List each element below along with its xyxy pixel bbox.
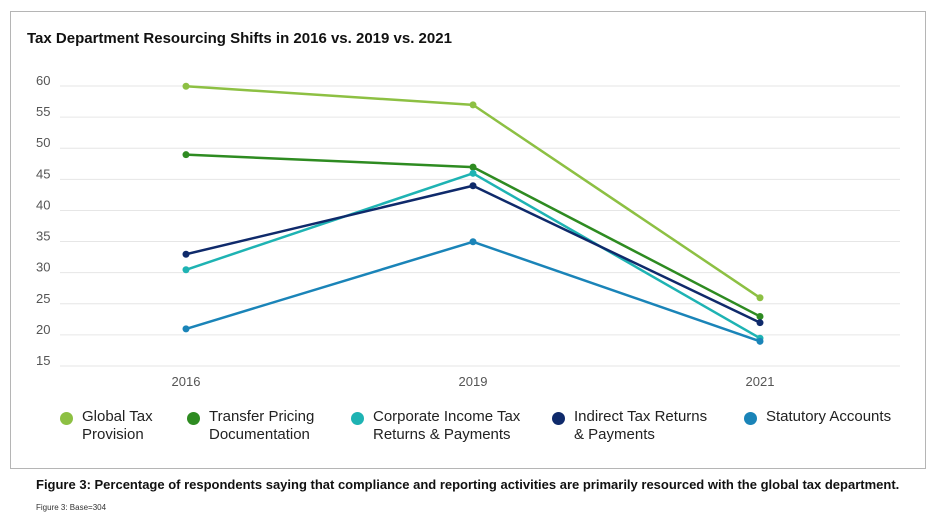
data-point [756, 337, 764, 345]
series-line [185, 240, 761, 343]
y-tick-label: 30 [36, 260, 50, 275]
data-point [756, 312, 764, 320]
y-tick-label: 25 [36, 291, 50, 306]
legend-label-line2: Provision [82, 426, 144, 443]
data-point [756, 294, 764, 302]
series-line [185, 84, 761, 299]
legend-marker [744, 412, 757, 425]
data-point [469, 163, 477, 171]
legend-label-line2: Documentation [209, 426, 310, 443]
y-tick-label: 35 [36, 229, 50, 244]
legend-label-line1: Indirect Tax Returns [574, 408, 708, 425]
data-point [182, 250, 190, 258]
data-point [469, 238, 477, 246]
figure-footnote: Figure 3: Base=304 [36, 503, 107, 512]
legend-item-transfer-pricing: Transfer Pricing Documentation [187, 408, 314, 444]
legend-label-line1: Statutory Accounts [766, 408, 892, 425]
data-point [182, 82, 190, 90]
legend-item-indirect-tax: Indirect Tax Returns & Payments [552, 408, 707, 444]
y-tick-label: 45 [36, 166, 50, 181]
x-tick-label: 2019 [459, 374, 488, 389]
data-point [182, 266, 190, 274]
figure-caption: Figure 3: Percentage of respondents sayi… [36, 477, 900, 492]
legend-label-line1: Transfer Pricing [209, 408, 315, 425]
x-tick-label: 2016 [172, 374, 201, 389]
x-tick-label: 2021 [746, 374, 775, 389]
legend-label-line1: Corporate Income Tax [373, 408, 521, 425]
y-tick-label: 60 [36, 73, 50, 88]
y-tick-label: 20 [36, 322, 50, 337]
data-point [182, 151, 190, 159]
legend-item-corporate-income-tax: Corporate Income Tax Returns & Payments [351, 408, 520, 444]
data-point [469, 182, 477, 190]
chart-frame [10, 11, 926, 469]
legend-label-line1: Global Tax [82, 408, 153, 425]
data-point [469, 169, 477, 177]
legend-marker [552, 412, 565, 425]
legend-marker [351, 412, 364, 425]
data-point [469, 101, 477, 109]
y-tick-label: 15 [36, 353, 50, 368]
y-tick-label: 50 [36, 135, 50, 150]
legend-item-statutory-accounts: Statutory Accounts [744, 408, 891, 426]
legend-marker [187, 412, 200, 425]
data-point [182, 325, 190, 333]
y-tick-label: 55 [36, 104, 50, 119]
data-point [756, 319, 764, 327]
chart-title: Tax Department Resourcing Shifts in 2016… [27, 30, 452, 47]
y-tick-label: 40 [36, 197, 50, 212]
legend-marker [60, 412, 73, 425]
chart-legend: Global Tax Provision Transfer Pricing Docu… [50, 408, 900, 454]
legend-item-global-tax-provision: Global Tax Provision [60, 408, 153, 444]
legend-label-line2: & Payments [574, 426, 655, 443]
legend-label-line2: Returns & Payments [373, 426, 511, 443]
series-line [185, 172, 761, 340]
